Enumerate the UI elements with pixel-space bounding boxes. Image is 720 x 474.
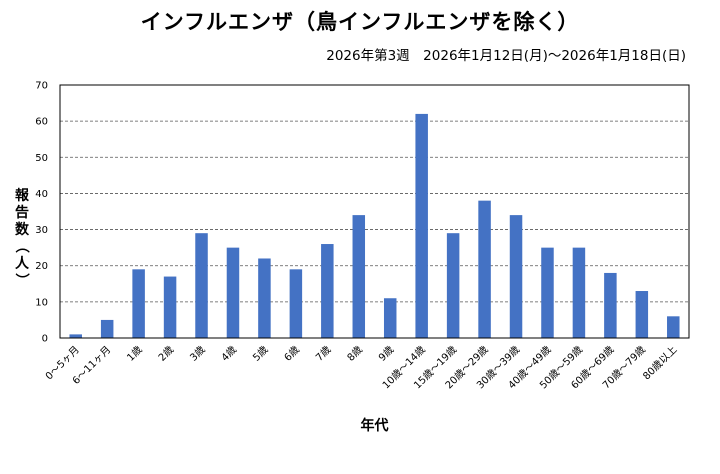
gridlines — [60, 120, 689, 303]
x-tick-label: 1歳 — [125, 344, 145, 364]
bar — [635, 291, 649, 338]
x-axis-title: 年代 — [361, 417, 389, 434]
x-tick-label: 7歳 — [313, 344, 333, 364]
bar — [195, 233, 208, 338]
bar — [132, 269, 145, 338]
y-axis-title-char: 報 — [15, 187, 30, 204]
y-axis-title-char: 人 — [15, 255, 30, 272]
y-tick-label: 50 — [35, 153, 48, 164]
bar — [478, 200, 491, 338]
y-tick-label: 60 — [35, 117, 48, 128]
bar — [352, 215, 366, 338]
x-tick-label: 6歳 — [282, 344, 302, 364]
y-tick-label: 30 — [35, 225, 48, 236]
y-axis-ticks: 0 10 20 30 40 50 60 70 — [35, 81, 48, 345]
x-tick-label: 9歳 — [376, 344, 396, 364]
bar — [226, 247, 240, 338]
chart-title: インフルエンザ（鳥インフルエンザを除く） — [140, 10, 580, 34]
bar — [572, 247, 586, 338]
bar — [415, 113, 428, 339]
x-tick-label: 5歳 — [250, 344, 270, 364]
bar — [163, 276, 177, 338]
y-axis-title-char: （ — [13, 239, 29, 253]
bar — [289, 269, 303, 338]
x-tick-label: 4歳 — [219, 344, 239, 364]
x-tick-label: 2歳 — [156, 344, 176, 364]
chart-subtitle: 2026年第3週 2026年1月12日(月)〜2026年1月18日(日) — [326, 48, 686, 64]
bar — [100, 319, 114, 338]
y-tick-label: 70 — [35, 81, 48, 92]
bar — [604, 272, 617, 338]
y-tick-label: 40 — [35, 189, 48, 200]
bar — [383, 298, 397, 338]
y-axis-title-char: ） — [13, 273, 29, 287]
y-axis-title-char: 告 — [15, 204, 29, 221]
plot-frame — [59, 84, 690, 339]
x-tick-label: 8歳 — [345, 344, 365, 364]
bar — [321, 244, 334, 338]
y-axis-title: 報告数（ 人） — [13, 187, 30, 287]
bar — [446, 233, 460, 338]
bar — [69, 334, 82, 338]
y-tick-label: 20 — [35, 261, 48, 272]
bar — [258, 258, 271, 338]
bar-series — [69, 113, 680, 339]
bar — [667, 316, 680, 338]
bar — [541, 247, 554, 338]
x-tick-label: 80歳以上 — [641, 344, 680, 383]
y-tick-label: 10 — [35, 297, 48, 308]
bar — [509, 215, 523, 338]
y-tick-label: 0 — [42, 334, 48, 345]
x-tick-label: 3歳 — [188, 344, 208, 364]
y-axis-title-char: 数 — [15, 221, 30, 238]
